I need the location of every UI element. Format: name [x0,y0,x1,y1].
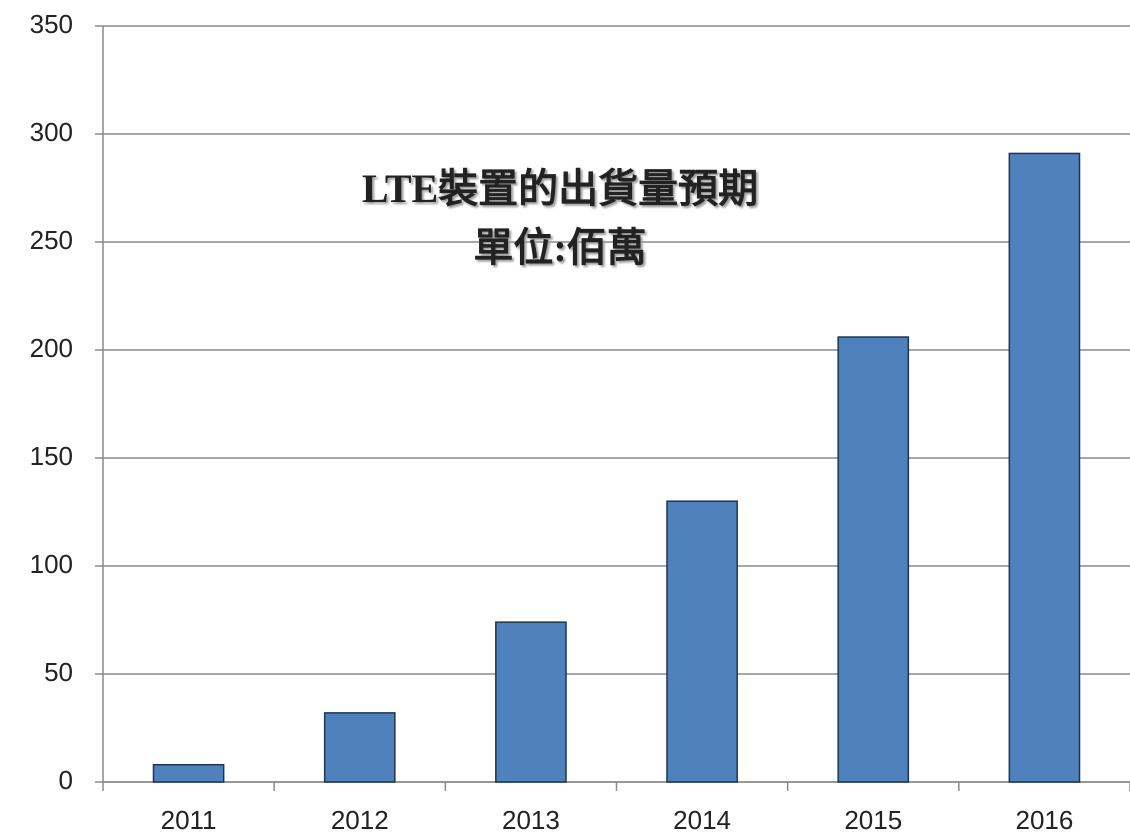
y-tick-label: 300 [30,117,73,147]
x-tick-label: 2015 [844,805,902,835]
bar [152,763,225,783]
bar [666,500,738,783]
bar [495,621,567,783]
y-tick-label: 250 [30,225,73,255]
x-tick-label: 2011 [161,805,217,835]
bar [837,336,910,783]
y-tick-label: 150 [30,441,73,471]
x-tick-label: 2014 [673,805,731,835]
y-tick-label: 350 [30,9,73,39]
bar [323,712,396,783]
x-tick-label: 2016 [1015,805,1073,835]
chart-subtitle: 單位:佰萬 [473,225,646,270]
y-tick-label: 100 [30,549,73,579]
bar [1008,152,1081,783]
x-tick-label: 2012 [331,805,389,835]
y-tick-label: 200 [30,333,73,363]
chart-title: LTE裝置的出貨量預期 [362,166,758,211]
y-tick-label: 50 [44,657,73,687]
x-tick-label: 2013 [502,805,560,835]
y-tick-label: 0 [59,765,73,795]
